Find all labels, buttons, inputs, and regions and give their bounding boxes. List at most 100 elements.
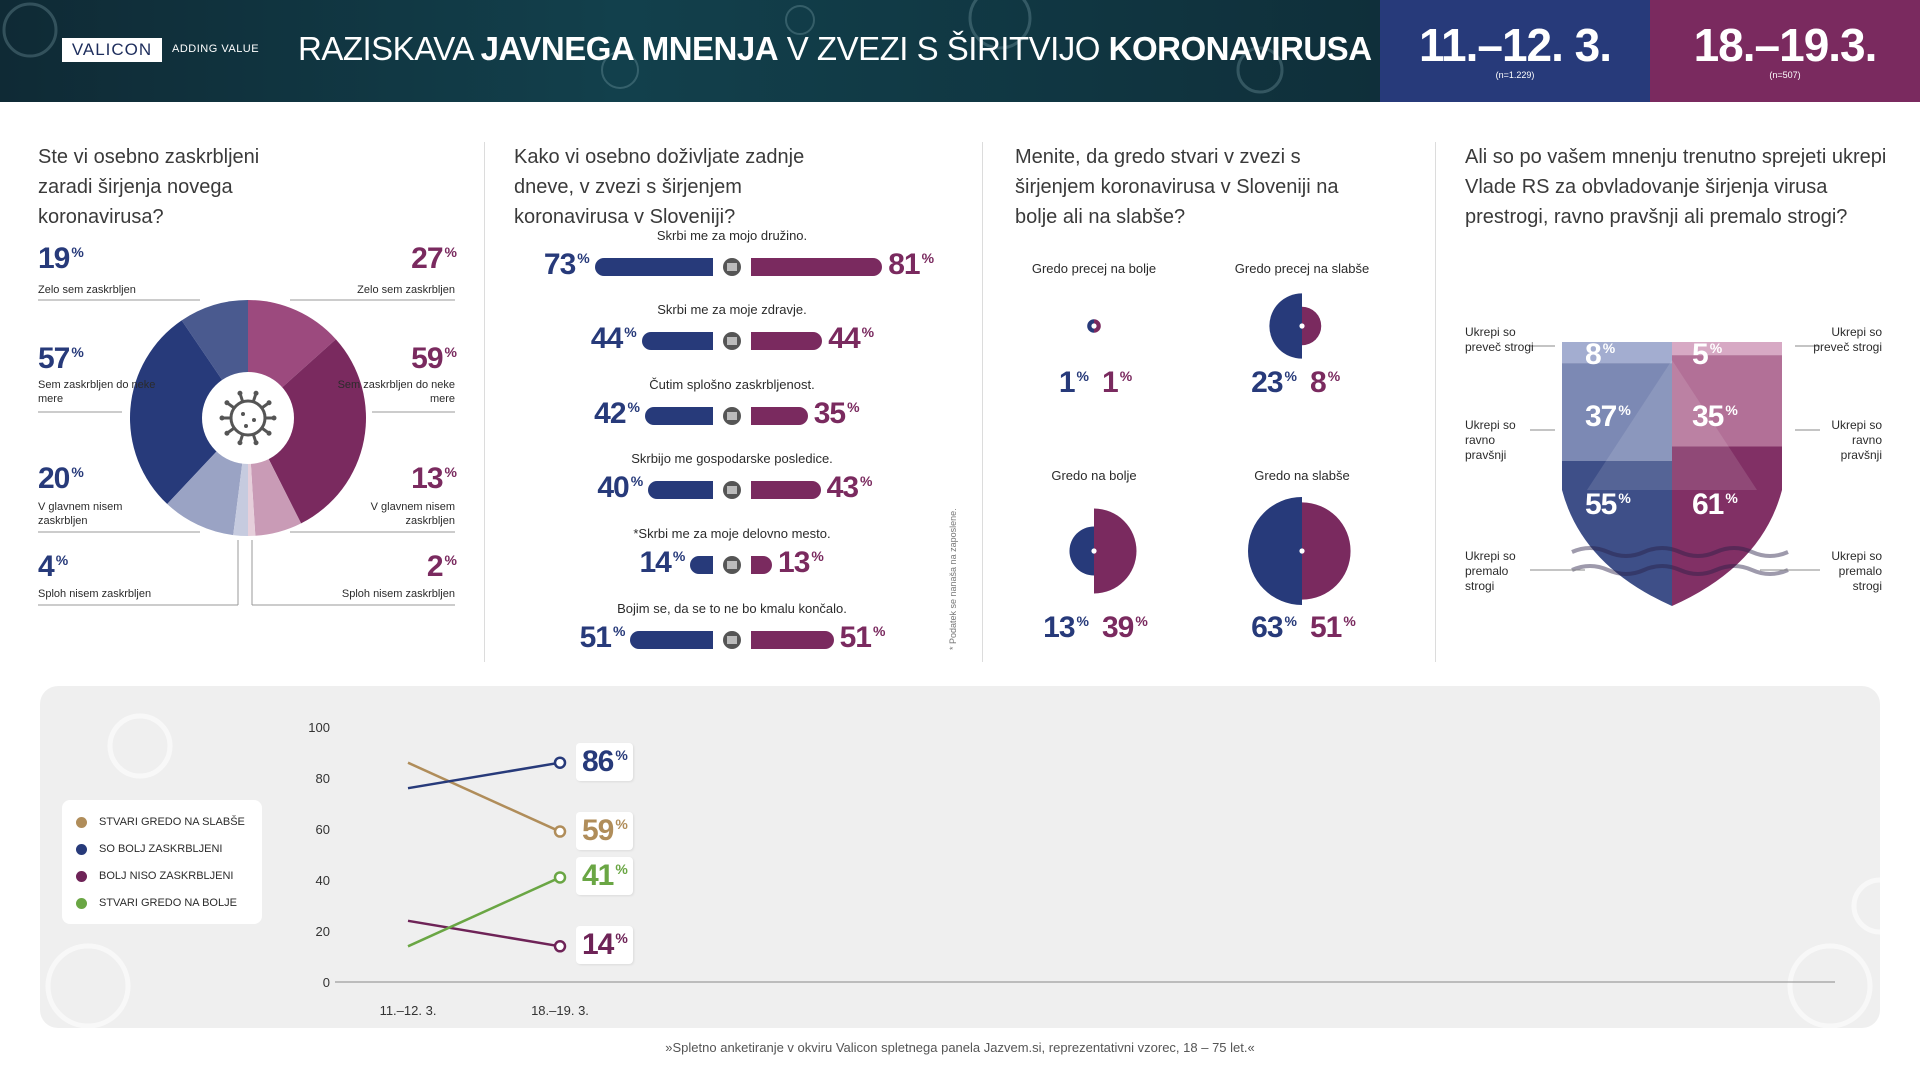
percent-sign: % xyxy=(444,552,457,568)
bar-series-2 xyxy=(751,631,834,649)
series-line xyxy=(407,876,561,948)
legend-label: STVARI GREDO NA BOLJE xyxy=(99,897,237,909)
y-tick-label: 80 xyxy=(316,771,330,786)
bar-series-2 xyxy=(751,481,821,499)
shield-segment xyxy=(1672,342,1782,356)
percent-sign: % xyxy=(612,623,625,639)
direction-category: Gredo na slabše xyxy=(1254,468,1350,483)
measures-value-2: 5% xyxy=(1692,338,1722,371)
legend-item: STVARI GREDO NA BOLJE xyxy=(76,897,237,909)
series-end-value: 14% xyxy=(576,926,633,965)
x-tick-label: 18.–19. 3. xyxy=(531,1003,589,1018)
center-dot xyxy=(1299,548,1305,554)
measures-label-1: Ukrepi so ravno pravšnji xyxy=(1465,418,1516,462)
bar-series-1 xyxy=(641,332,713,350)
worry-chart xyxy=(38,299,455,606)
bar-value-1: 44% xyxy=(590,322,637,355)
feelings-category: *Skrbi me za moje delovno mesto. xyxy=(633,526,831,541)
y-tick-label: 100 xyxy=(308,720,330,735)
worry-value-1: 19% xyxy=(38,242,84,275)
wave-decoration xyxy=(1571,564,1789,576)
percent-sign: % xyxy=(615,746,627,763)
divider xyxy=(484,142,485,662)
center-dot xyxy=(1091,548,1097,554)
percent-sign: % xyxy=(1725,490,1737,506)
percent-sign: % xyxy=(630,473,643,489)
pie-slice xyxy=(248,339,366,524)
percent-sign: % xyxy=(1725,402,1737,418)
bar-value-1: 40% xyxy=(597,471,643,504)
measures-chart xyxy=(1530,342,1820,606)
direction-semicircles xyxy=(1087,319,1101,333)
header-background xyxy=(0,0,1380,102)
measures-label-1: Ukrepi so premalo strogi xyxy=(1465,549,1516,593)
hourglass-icon xyxy=(713,625,751,655)
semicircle-series-2 xyxy=(1302,306,1322,346)
percent-sign: % xyxy=(861,324,874,340)
worry-value-1: 57% xyxy=(38,342,84,375)
date-1-label: 11.–12. 3. xyxy=(1418,19,1612,71)
percent-sign: % xyxy=(1602,340,1615,356)
percent-sign: % xyxy=(1343,613,1355,629)
percent-sign: % xyxy=(444,244,457,260)
percent-sign: % xyxy=(811,548,823,564)
worry-value-1: 4% xyxy=(38,550,68,583)
percent-sign: % xyxy=(1135,613,1147,629)
bar-value-2: 44% xyxy=(828,322,874,355)
feelings-category: Čutim splošno zaskrbljenost. xyxy=(649,377,815,392)
divider xyxy=(982,142,983,662)
percent-sign: % xyxy=(1618,490,1630,506)
semicircle-series-1 xyxy=(1269,293,1302,359)
center-dot xyxy=(1091,323,1097,329)
semicircle-series-1 xyxy=(1087,319,1094,333)
series-line xyxy=(407,761,561,790)
direction-value-2: 1% xyxy=(1102,366,1132,399)
direction-value-2: 51% xyxy=(1310,611,1356,644)
series-point xyxy=(553,871,567,884)
footnote: »Spletno anketiranje v okviru Valicon sp… xyxy=(665,1040,1255,1055)
bar-value-2: 43% xyxy=(826,471,873,504)
direction-category: Gredo precej na bolje xyxy=(1031,261,1157,276)
y-tick-label: 60 xyxy=(316,822,330,837)
bar-series-2 xyxy=(751,258,883,276)
legend-item: BOLJ NISO ZASKRBLJENI xyxy=(76,870,233,882)
percent-sign: % xyxy=(444,344,457,360)
legend-dot xyxy=(76,843,87,855)
percent-sign: % xyxy=(71,344,83,360)
measures-value-1: 37% xyxy=(1585,400,1631,433)
series-end-value: 41% xyxy=(576,857,633,896)
q1-title: Ste vi osebno zaskrbljeni zaradi širjenj… xyxy=(38,146,260,228)
q2-title: Kako vi osebno doživljate zadnje dneve, … xyxy=(514,146,805,228)
worry-label-2: Zelo sem zaskrbljen xyxy=(357,284,455,296)
measures-value-2: 61% xyxy=(1692,488,1738,521)
bar-series-1 xyxy=(630,631,713,649)
family-icon xyxy=(713,252,751,282)
virus-icon xyxy=(219,390,277,446)
legend-label: STVARI GREDO NA SLABŠE xyxy=(99,816,245,828)
valicon-logo: VALICON xyxy=(62,38,162,62)
shield-highlight xyxy=(1587,360,1757,490)
direction-value-1: 23% xyxy=(1251,366,1297,399)
percent-sign: % xyxy=(1119,368,1132,384)
bar-value-1: 14% xyxy=(639,546,686,579)
percent-sign: % xyxy=(860,473,872,489)
q3-title: Menite, da gredo stvari v zvezi s širjen… xyxy=(1015,146,1339,228)
worry-label-2: Sploh nisem zaskrbljen xyxy=(341,588,455,600)
head-alert-icon xyxy=(713,401,751,431)
series-end-value: 86% xyxy=(576,742,633,781)
sample-size-2: (n=507) xyxy=(1769,70,1801,80)
worry-value-2: 27% xyxy=(411,242,457,275)
series-point xyxy=(553,825,567,838)
legend-item: SO BOLJ ZASKRBLJENI xyxy=(76,843,222,855)
y-tick-label: 0 xyxy=(323,975,330,990)
measures-label-1: Ukrepi so preveč strogi xyxy=(1465,325,1534,354)
semicircle-series-2 xyxy=(1094,508,1137,594)
percent-sign: % xyxy=(1284,613,1297,629)
direction-value-1: 63% xyxy=(1251,611,1297,644)
measures-value-1: 8% xyxy=(1585,338,1615,371)
pie-slice xyxy=(130,320,248,505)
euro-alert-icon xyxy=(713,475,751,505)
direction-value-1: 13% xyxy=(1043,611,1089,644)
shield-segment xyxy=(1672,446,1782,606)
percent-sign: % xyxy=(71,464,83,480)
